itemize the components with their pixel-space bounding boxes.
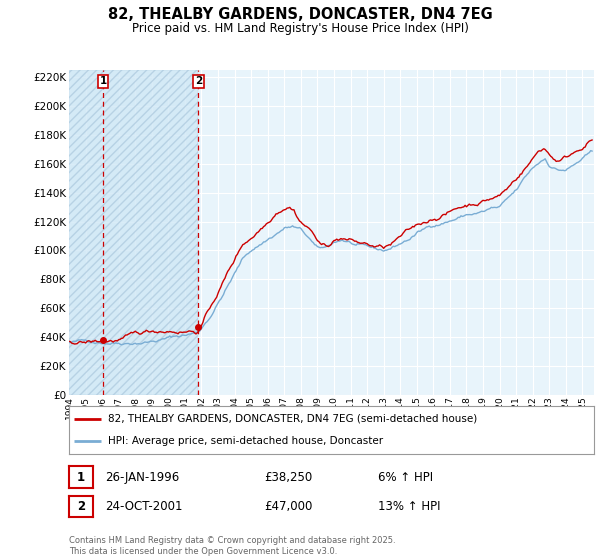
Text: HPI: Average price, semi-detached house, Doncaster: HPI: Average price, semi-detached house,… [109, 436, 383, 446]
Text: 1: 1 [100, 77, 107, 86]
Text: Price paid vs. HM Land Registry's House Price Index (HPI): Price paid vs. HM Land Registry's House … [131, 22, 469, 35]
Text: 82, THEALBY GARDENS, DONCASTER, DN4 7EG (semi-detached house): 82, THEALBY GARDENS, DONCASTER, DN4 7EG … [109, 414, 478, 424]
Text: 2: 2 [77, 500, 85, 514]
Text: 2: 2 [195, 77, 202, 86]
Text: 24-OCT-2001: 24-OCT-2001 [105, 500, 182, 514]
Text: £47,000: £47,000 [264, 500, 313, 514]
Text: 26-JAN-1996: 26-JAN-1996 [105, 470, 179, 484]
Bar [69, 70, 199, 395]
Text: Contains HM Land Registry data © Crown copyright and database right 2025.
This d: Contains HM Land Registry data © Crown c… [69, 536, 395, 556]
Text: 82, THEALBY GARDENS, DONCASTER, DN4 7EG: 82, THEALBY GARDENS, DONCASTER, DN4 7EG [107, 7, 493, 22]
Text: 1: 1 [77, 470, 85, 484]
Text: £38,250: £38,250 [264, 470, 312, 484]
Text: 6% ↑ HPI: 6% ↑ HPI [378, 470, 433, 484]
Text: 13% ↑ HPI: 13% ↑ HPI [378, 500, 440, 514]
